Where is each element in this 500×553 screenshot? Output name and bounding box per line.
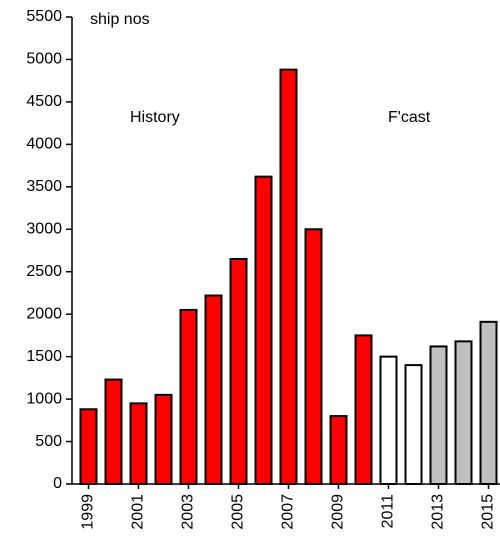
y-tick-label: 3000 — [26, 220, 62, 237]
bar — [229, 257, 248, 485]
bar — [279, 68, 298, 485]
x-tick-label: 2003 — [180, 494, 197, 530]
bar — [254, 175, 273, 485]
y-tick-label: 2500 — [26, 263, 62, 280]
bar — [79, 408, 98, 485]
bar — [404, 364, 423, 485]
bar — [104, 378, 123, 486]
x-tick-label: 2001 — [130, 494, 147, 530]
bar — [329, 415, 348, 485]
bar — [479, 320, 498, 485]
x-tick-label: 2009 — [330, 494, 347, 530]
bar — [454, 340, 473, 485]
bar — [154, 393, 173, 486]
y-tick-label: 4500 — [26, 93, 62, 110]
bar — [179, 308, 198, 485]
bar — [429, 345, 448, 485]
y-tick-label: 1000 — [26, 390, 62, 407]
y-tick-label: 5000 — [26, 51, 62, 68]
bar — [379, 355, 398, 485]
annotation: History — [130, 109, 180, 126]
y-tick-label: 4000 — [26, 136, 62, 153]
bar — [204, 294, 223, 486]
x-tick-label: 2011 — [380, 494, 397, 529]
y-tick-label: 2000 — [26, 305, 62, 322]
y-tick-label: 3500 — [26, 178, 62, 195]
x-tick-label: 2007 — [280, 494, 297, 530]
x-tick-label: 2005 — [230, 494, 247, 530]
bar — [304, 228, 323, 485]
x-tick-label: 2015 — [480, 494, 497, 530]
y-tick-label: 1500 — [26, 348, 62, 365]
x-tick-label: 2013 — [430, 494, 447, 530]
annotation: ship nos — [90, 11, 150, 28]
y-tick-label: 500 — [35, 433, 62, 450]
x-tick-label: 1999 — [80, 494, 97, 530]
annotation: F'cast — [388, 109, 431, 126]
bar — [129, 402, 148, 485]
bar — [354, 334, 373, 485]
y-tick-label: 5500 — [26, 8, 62, 25]
y-tick-label: 0 — [53, 475, 62, 492]
